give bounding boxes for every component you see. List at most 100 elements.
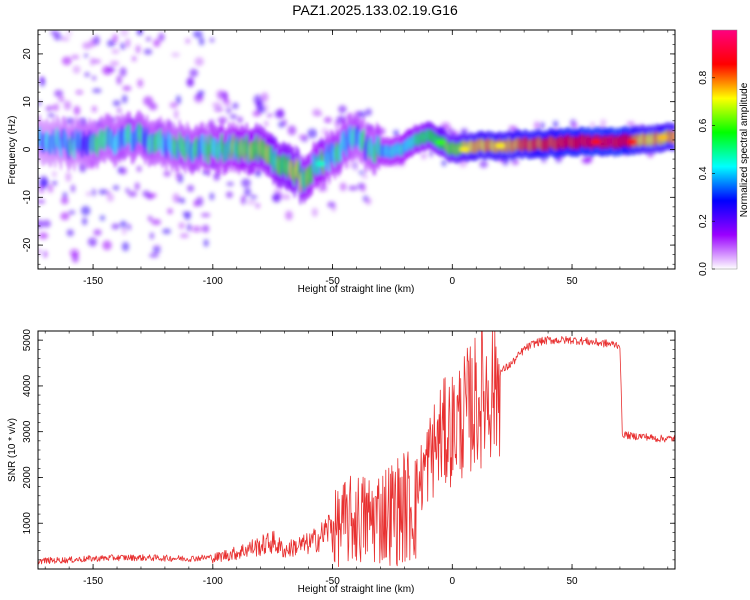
heatmap-noise-cell: [196, 196, 204, 207]
x-tick-label: -150: [83, 276, 103, 287]
heatmap-noise-cell: [194, 93, 204, 104]
x-tick-label: -100: [203, 576, 223, 587]
heatmap-noise-cell: [152, 246, 161, 254]
heatmap-noise-cell: [194, 57, 204, 67]
heatmap-noise-cell: [136, 165, 142, 172]
x-tick-label: 50: [566, 576, 578, 587]
heatmap-noise-cell: [75, 90, 84, 95]
heatmap-noise-cell: [91, 75, 97, 81]
heatmap-noise-cell: [87, 237, 97, 247]
heatmap-noise-cell: [226, 181, 234, 186]
heatmap-noise-cell: [98, 189, 108, 195]
heatmap-noise-cell: [53, 102, 60, 112]
heatmap-noise-cell: [508, 125, 515, 130]
heatmap-noise-cell: [209, 192, 215, 201]
x-tick-label: -100: [203, 276, 223, 287]
heatmap-noise-cell: [119, 167, 128, 175]
heatmap-noise-cell: [119, 67, 127, 77]
colorbar-tick-label: 0.6: [698, 118, 709, 132]
y-tick-label: 3000: [22, 420, 33, 443]
heatmap-noise-cell: [584, 154, 593, 164]
heatmap-noise-cell: [217, 93, 223, 101]
heatmap-noise-cell: [43, 250, 48, 258]
heatmap-noise-cell: [112, 100, 121, 107]
heatmap-noise-cell: [226, 107, 231, 114]
heatmap-noise-cell: [571, 122, 579, 130]
heatmap-noise-cell: [273, 193, 279, 201]
heatmap-noise-cell: [266, 113, 273, 118]
heatmap-noise-cell: [66, 229, 74, 237]
heatmap-noise-cell: [318, 186, 328, 192]
heatmap-noise-cell: [121, 241, 130, 252]
heatmap-noise-cell: [361, 174, 369, 179]
heatmap-noise-cell: [217, 116, 228, 124]
heatmap-ridge-core: [672, 130, 675, 144]
heatmap-noise-cell: [153, 39, 161, 47]
heatmap-noise-cell: [116, 75, 122, 85]
spectrogram-x-axis: -150 -100 -50 0 50: [44, 30, 669, 287]
heatmap-noise-cell: [93, 35, 100, 46]
colorbar-tick-label: 0.2: [698, 214, 709, 228]
heatmap-noise-cell: [241, 178, 251, 188]
heatmap-noise-cell: [80, 205, 91, 216]
heatmap-noise-cell: [72, 65, 81, 74]
heatmap-hotspot: [658, 135, 669, 141]
heatmap-noise-cell: [84, 72, 90, 77]
heatmap-noise-cell: [198, 37, 205, 46]
heatmap-noise-cell: [347, 162, 354, 169]
heatmap-noise-cell: [39, 179, 49, 189]
heatmap-noise-cell: [264, 120, 269, 127]
y-tick-label: 4000: [22, 374, 33, 397]
heatmap-noise-cell: [126, 223, 132, 231]
snr-y-label: SNR (10 * v/v): [7, 418, 18, 482]
heatmap-noise-cell: [142, 190, 151, 198]
colorbar-label: Normalized spectral amplitude: [739, 82, 750, 217]
heatmap-noise-cell: [222, 96, 229, 103]
heatmap-noise-cell: [172, 193, 180, 203]
heatmap-noise-cell: [151, 219, 162, 226]
heatmap-noise-cell: [70, 184, 76, 193]
heatmap-noise-cell: [179, 233, 189, 239]
heatmap-noise-cell: [162, 228, 172, 235]
heatmap-noise-cell: [541, 157, 547, 163]
heatmap-noise-cell: [312, 108, 322, 117]
heatmap-noise-cell: [287, 125, 297, 136]
snr-x-axis: -150 -100 -50 0 50: [44, 331, 669, 587]
heatmap-noise-cell: [365, 108, 372, 116]
colorbar: 0.0 0.2 0.4 0.6 0.8 Normalized spectral ampl…: [698, 29, 750, 276]
heatmap-noise-cell: [125, 187, 130, 193]
figure-title: PAZ1.2025.133.02.19.G16: [292, 2, 458, 18]
heatmap-noise-cell: [364, 198, 373, 203]
heatmap-noise-cell: [65, 172, 72, 182]
heatmap-noise-cell: [81, 217, 88, 226]
colorbar-gradient: [712, 30, 737, 269]
spectrogram-x-label: Height of straight line (km): [298, 284, 415, 295]
spectrogram-y-label: Frequency (Hz): [7, 116, 18, 185]
heatmap-noise-cell: [441, 159, 447, 167]
y-tick-label: 2000: [22, 466, 33, 489]
heatmap-noise-cell: [246, 200, 257, 205]
heatmap-noise-cell: [327, 201, 335, 208]
colorbar-ticks: 0.0 0.2 0.4 0.6 0.8: [698, 70, 715, 276]
heatmap-noise-cell: [47, 184, 54, 193]
heatmap-noise-cell: [127, 190, 138, 198]
heatmap-noise-cell: [125, 38, 131, 48]
heatmap-noise-cell: [61, 56, 72, 66]
heatmap-noise-cell: [91, 188, 96, 197]
heatmap-noise-cell: [188, 77, 193, 87]
heatmap-noise-cell: [229, 114, 237, 120]
heatmap-noise-cell: [120, 42, 126, 50]
heatmap-noise-cell: [174, 109, 179, 120]
heatmap-noise-cell: [185, 38, 191, 44]
heatmap-hotspot: [590, 139, 601, 145]
heatmap-noise-cell: [119, 220, 127, 229]
heatmap-noise-cell: [135, 45, 141, 54]
heatmap-noise-cell: [38, 101, 42, 106]
heatmap-noise-cell: [158, 32, 165, 42]
heatmap-noise-cell: [101, 65, 112, 75]
heatmap-noise-cell: [191, 226, 202, 233]
heatmap-noise-cell: [225, 191, 233, 199]
x-tick-label: -50: [325, 276, 340, 287]
heatmap-noise-cell: [38, 199, 46, 204]
snr-x-label: Height of straight line (km): [298, 584, 415, 595]
